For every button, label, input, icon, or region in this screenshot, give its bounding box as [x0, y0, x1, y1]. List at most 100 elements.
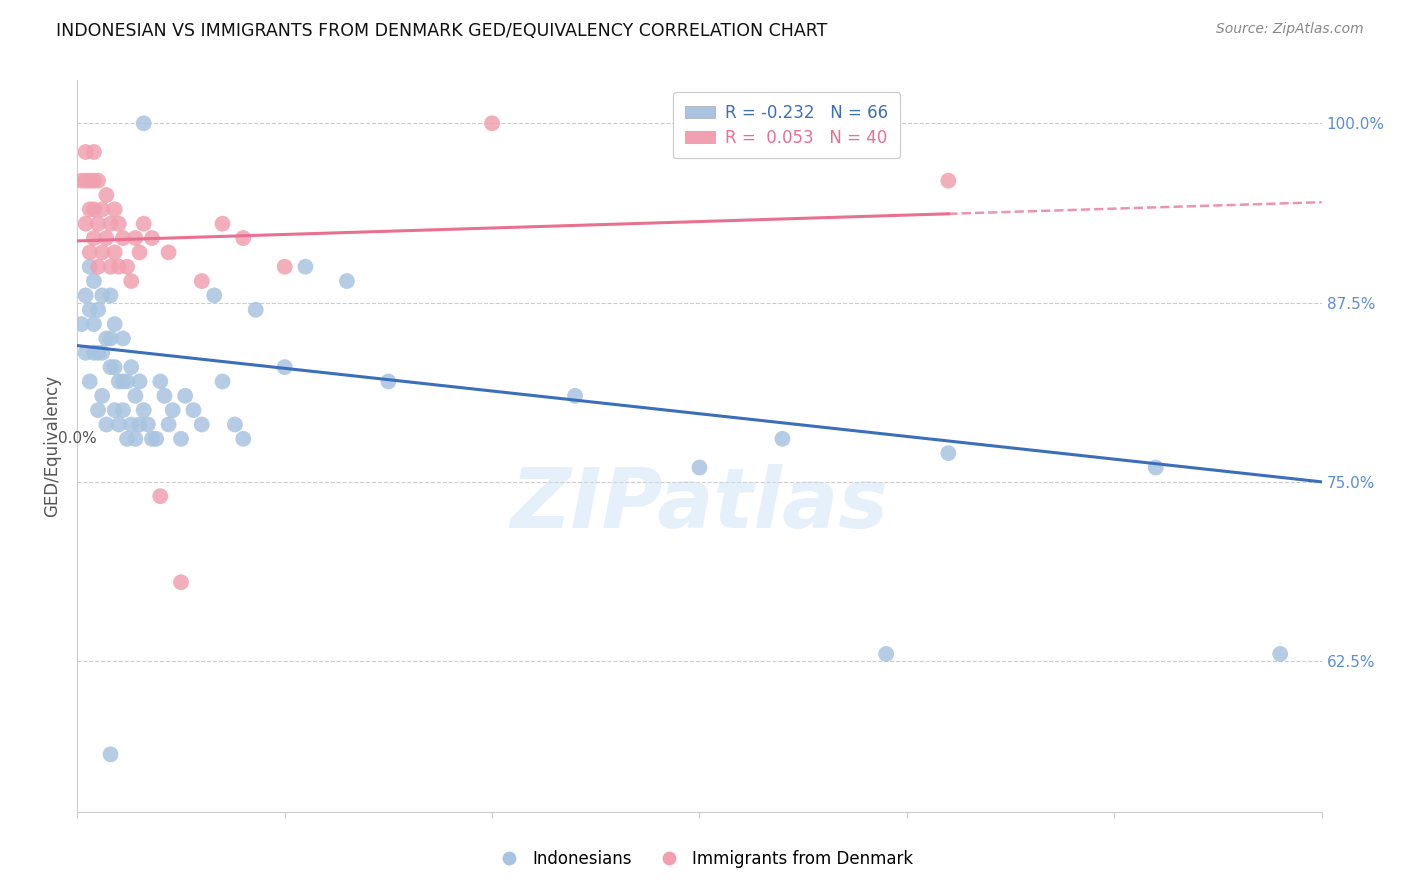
- Point: [91, 345, 114, 359]
- Point: [111, 231, 134, 245]
- Point: [104, 317, 127, 331]
- Point: [70, 317, 93, 331]
- Legend: Indonesians, Immigrants from Denmark: Indonesians, Immigrants from Denmark: [486, 844, 920, 875]
- Point: [224, 417, 246, 432]
- Point: [75, 345, 97, 359]
- Point: [875, 647, 897, 661]
- Text: INDONESIAN VS IMMIGRANTS FROM DENMARK GED/EQUIVALENCY CORRELATION CHART: INDONESIAN VS IMMIGRANTS FROM DENMARK GE…: [56, 22, 828, 40]
- Point: [83, 145, 105, 159]
- Point: [120, 417, 142, 432]
- Point: [153, 389, 176, 403]
- Point: [96, 417, 118, 432]
- Point: [100, 747, 122, 762]
- Point: [232, 231, 254, 245]
- Point: [100, 217, 122, 231]
- Point: [772, 432, 794, 446]
- Point: [83, 345, 105, 359]
- Point: [83, 174, 105, 188]
- Legend: R = -0.232   N = 66, R =  0.053   N = 40: R = -0.232 N = 66, R = 0.053 N = 40: [673, 92, 900, 158]
- Point: [938, 174, 960, 188]
- Point: [96, 188, 118, 202]
- Point: [91, 288, 114, 302]
- Point: [79, 375, 101, 389]
- Point: [1270, 647, 1292, 661]
- Point: [104, 403, 127, 417]
- Point: [170, 575, 193, 590]
- Point: [336, 274, 359, 288]
- Point: [108, 260, 131, 274]
- Point: [232, 432, 254, 446]
- Point: [157, 417, 180, 432]
- Point: [87, 174, 110, 188]
- Point: [83, 231, 105, 245]
- Point: [111, 331, 134, 345]
- Point: [79, 302, 101, 317]
- Point: [104, 245, 127, 260]
- Point: [132, 403, 155, 417]
- Text: Source: ZipAtlas.com: Source: ZipAtlas.com: [1216, 22, 1364, 37]
- Point: [87, 260, 110, 274]
- Point: [128, 245, 150, 260]
- Point: [75, 145, 97, 159]
- Point: [91, 202, 114, 217]
- Point: [75, 174, 97, 188]
- Point: [120, 360, 142, 375]
- Point: [104, 202, 127, 217]
- Point: [274, 260, 297, 274]
- Point: [79, 260, 101, 274]
- Point: [75, 288, 97, 302]
- Point: [100, 331, 122, 345]
- Point: [108, 417, 131, 432]
- Point: [211, 375, 233, 389]
- Point: [145, 432, 167, 446]
- Point: [83, 202, 105, 217]
- Point: [191, 417, 214, 432]
- Point: [83, 274, 105, 288]
- Point: [111, 375, 134, 389]
- Point: [100, 260, 122, 274]
- Point: [141, 231, 163, 245]
- Point: [96, 231, 118, 245]
- Point: [124, 432, 146, 446]
- Point: [70, 174, 93, 188]
- Point: [245, 302, 267, 317]
- Point: [91, 245, 114, 260]
- Point: [79, 245, 101, 260]
- Point: [115, 375, 138, 389]
- Point: [128, 417, 150, 432]
- Point: [141, 432, 163, 446]
- Point: [157, 245, 180, 260]
- Point: [87, 345, 110, 359]
- Point: [124, 231, 146, 245]
- Point: [132, 116, 155, 130]
- Point: [100, 360, 122, 375]
- Point: [108, 217, 131, 231]
- Point: [132, 217, 155, 231]
- Point: [183, 403, 205, 417]
- Point: [274, 360, 297, 375]
- Point: [79, 174, 101, 188]
- Point: [104, 360, 127, 375]
- Point: [149, 375, 172, 389]
- Point: [564, 389, 586, 403]
- Point: [481, 116, 503, 130]
- Point: [79, 202, 101, 217]
- Text: 0.0%: 0.0%: [58, 432, 97, 446]
- Point: [136, 417, 159, 432]
- Point: [191, 274, 214, 288]
- Point: [202, 288, 225, 302]
- Point: [120, 274, 142, 288]
- Point: [377, 375, 399, 389]
- Point: [1144, 460, 1167, 475]
- Point: [211, 217, 233, 231]
- Point: [87, 403, 110, 417]
- Point: [87, 302, 110, 317]
- Point: [83, 317, 105, 331]
- Point: [124, 389, 146, 403]
- Point: [149, 489, 172, 503]
- Y-axis label: GED/Equivalency: GED/Equivalency: [44, 375, 62, 517]
- Point: [100, 288, 122, 302]
- Point: [294, 260, 316, 274]
- Point: [91, 389, 114, 403]
- Point: [87, 217, 110, 231]
